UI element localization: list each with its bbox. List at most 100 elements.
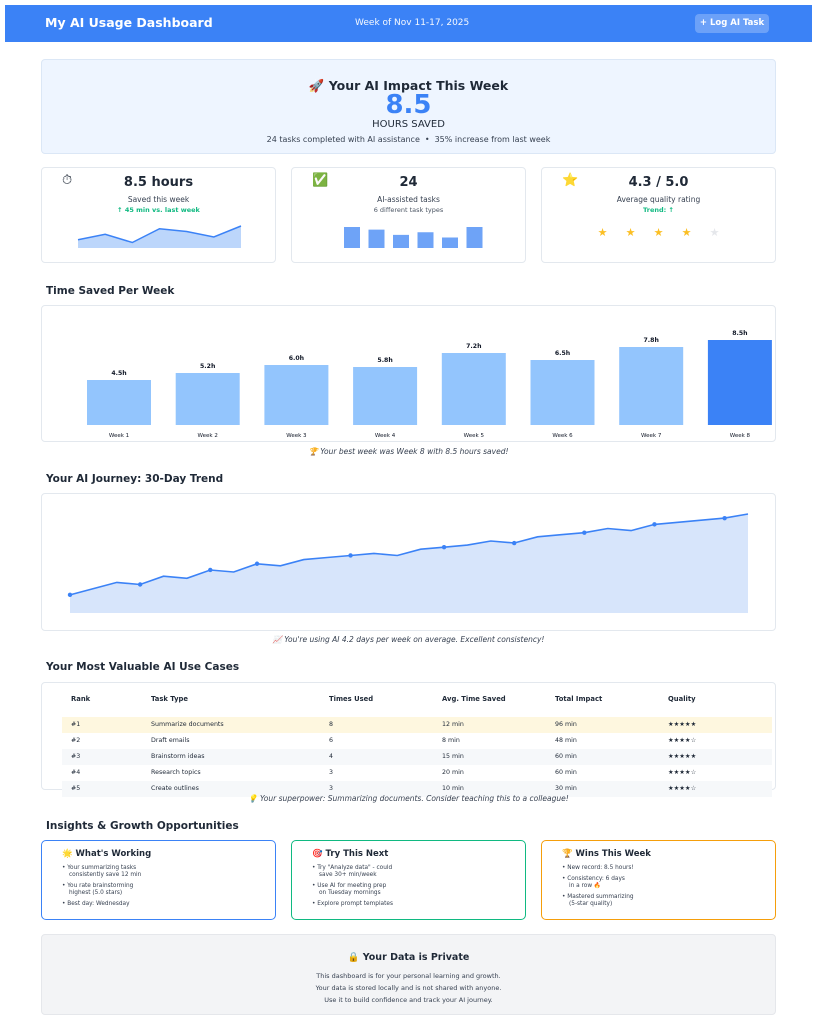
list-item: • New record: 8.5 hours!: [562, 865, 762, 872]
stat-label: Saved this week: [127, 195, 190, 204]
quality-cell: ★★★★☆: [668, 769, 697, 776]
try-this-next-card: 🎯 Try This Next • Try "Analyze data" - c…: [291, 840, 526, 920]
quality-stars: ★ ★ ★ ★ ★: [542, 226, 775, 239]
task-type-cell: Summarize documents: [151, 721, 224, 728]
total-impact-cell: 48 min: [555, 737, 577, 744]
impact-summary-card: 🚀 Your AI Impact This Week 8.5 HOURS SAV…: [41, 59, 776, 154]
rating-star: ★: [597, 226, 608, 239]
item-line: in a row 🔥: [569, 883, 602, 889]
stat-trend: Trend: ↑: [643, 206, 674, 214]
insight-list: • Your summarizing tasks consistently sav…: [62, 865, 262, 912]
stat-label: Average quality rating: [616, 195, 701, 204]
item-line: on Tuesday mornings: [319, 890, 381, 896]
rank-cell: #3: [71, 753, 81, 760]
column-header: Total Impact: [555, 695, 603, 703]
rank-cell: #4: [71, 769, 81, 776]
total-impact-cell: 96 min: [555, 721, 577, 728]
trend-point: [137, 582, 143, 587]
privacy-line: Your data is stored locally and is not s…: [315, 984, 502, 992]
table-row[interactable]: #5 Create outlines 3 10 min 30 min ★★★★☆: [62, 781, 772, 797]
trend-chart: [41, 493, 776, 631]
app-title: My AI Usage Dashboard: [45, 15, 213, 30]
column-header: Rank: [71, 695, 91, 703]
quality-stat-card: ⭐ 4.3 / 5.0 Average quality rating Trend…: [541, 167, 776, 263]
item-line: • New record: 8.5 hours!: [562, 865, 634, 871]
log-ai-task-button[interactable]: + Log AI Task: [695, 14, 769, 33]
stat-sub: 6 different task types: [373, 206, 444, 214]
avg-time-cell: 15 min: [442, 753, 464, 760]
task-type-bar: [466, 227, 483, 248]
times-used-cell: 4: [329, 753, 334, 760]
week-bar: [87, 380, 151, 425]
avg-time-cell: 8 min: [442, 737, 460, 744]
stat-label: AI-assisted tasks: [377, 195, 440, 204]
best-week-caption: 🏆 Your best week was Week 8 with 8.5 hou…: [308, 447, 509, 456]
trend-point: [67, 592, 73, 598]
table-row[interactable]: #4 Research topics 3 20 min 60 min ★★★★☆: [62, 765, 772, 781]
rating-star: ★: [653, 226, 664, 239]
rating-star: ★: [625, 226, 636, 239]
whats-working-card: 🌟 What's Working • Your summarizing task…: [41, 840, 276, 920]
hours-sparkline: [77, 225, 242, 248]
rank-cell: #5: [71, 785, 81, 792]
column-header: Avg. Time Saved: [442, 695, 506, 703]
week-tick-label: Week 5: [464, 433, 485, 439]
total-impact-cell: 60 min: [555, 753, 577, 760]
trend-point: [722, 515, 727, 521]
list-item: • Use AI for meeting prep on Tuesday morn…: [312, 883, 512, 897]
item-line: highest (5.0 stars): [69, 890, 123, 896]
increase-text: 35% increase from last week: [434, 135, 551, 144]
privacy-card: 🔒 Your Data is Private This dashboard is…: [41, 934, 776, 1015]
times-used-cell: 6: [329, 737, 334, 744]
wins-this-week-card: 🏆 Wins This Week • New record: 8.5 hours…: [541, 840, 776, 920]
impact-subtitle: 24 tasks completed with AI assistance • 35…: [42, 135, 775, 144]
table-row[interactable]: #3 Brainstorm ideas 4 15 min 60 min ★★★★…: [62, 749, 772, 765]
hours-saved-stat-card: ⏱ 8.5 hours Saved this week ↑ 45 min vs.…: [41, 167, 276, 263]
section-title-use-cases: Your Most Valuable AI Use Cases: [46, 661, 240, 673]
item-line: • Explore prompt templates: [312, 901, 393, 907]
week-tick-label: Week 3: [286, 433, 307, 439]
bar-value-label: 5.8h: [377, 357, 392, 364]
item-line: (5-star quality): [569, 901, 613, 907]
week-tick-label: Week 1: [109, 433, 129, 439]
total-impact-cell: 60 min: [555, 769, 577, 776]
week-bar: [175, 373, 240, 425]
week-tick-label: Week 8: [730, 433, 751, 439]
table-row[interactable]: #2 Draft emails 6 8 min 48 min ★★★★☆: [62, 733, 772, 749]
quality-cell: ★★★★★: [668, 753, 697, 760]
times-used-cell: 3: [329, 769, 334, 776]
list-item: • You rate brainstorming highest (5.0 sta…: [62, 883, 262, 897]
bar-value-label: 6.0h: [289, 355, 304, 362]
item-line: • Your summarizing tasks: [62, 865, 137, 871]
column-header: Task Type: [151, 695, 189, 703]
trend-point: [441, 544, 447, 550]
avg-time-cell: 10 min: [442, 785, 464, 792]
trend-point: [652, 522, 657, 527]
trend-point: [582, 530, 587, 535]
times-used-cell: 8: [329, 721, 334, 728]
bar-value-label: 4.5h: [111, 370, 126, 377]
insight-list: • Try "Analyze data" - could save 30+ min…: [312, 865, 512, 912]
bar-value-label: 7.8h: [644, 337, 659, 344]
weekly-bar-chart-svg: 4.5h Week 1 5.2h Week 2 6.0h Week 3 5.8h Week 4…: [87, 330, 772, 439]
total-impact-cell: 30 min: [555, 785, 577, 792]
list-item: • Try "Analyze data" - could save 30+ min…: [312, 865, 512, 879]
bar-value-label: 7.2h: [466, 343, 481, 350]
task-type-bar: [393, 234, 409, 248]
table-header-row: Rank Task Type Times Used Avg. Time Save…: [62, 695, 772, 717]
week-bar: [353, 367, 418, 425]
check-icon: ✅: [312, 173, 329, 188]
week-bar: [707, 340, 772, 425]
table-row[interactable]: #1 Summarize documents 8 12 min 96 min ★…: [62, 717, 772, 733]
tasks-completed-text: 24 tasks completed with AI assistance: [266, 135, 420, 144]
privacy-title: 🔒 Your Data is Private: [347, 952, 470, 963]
list-item: • Best day: Wednesday: [62, 901, 262, 908]
times-used-cell: 3: [329, 785, 334, 792]
separator-dot: •: [424, 135, 430, 144]
item-line: • Use AI for meeting prep: [312, 883, 387, 889]
list-item: • Consistency: 6 days in a row 🔥: [562, 876, 762, 890]
trend-point: [208, 567, 213, 573]
list-item: • Explore prompt templates: [312, 901, 512, 908]
task-type-cell: Brainstorm ideas: [151, 753, 205, 760]
stat-value: 8.5 hours: [123, 175, 194, 190]
